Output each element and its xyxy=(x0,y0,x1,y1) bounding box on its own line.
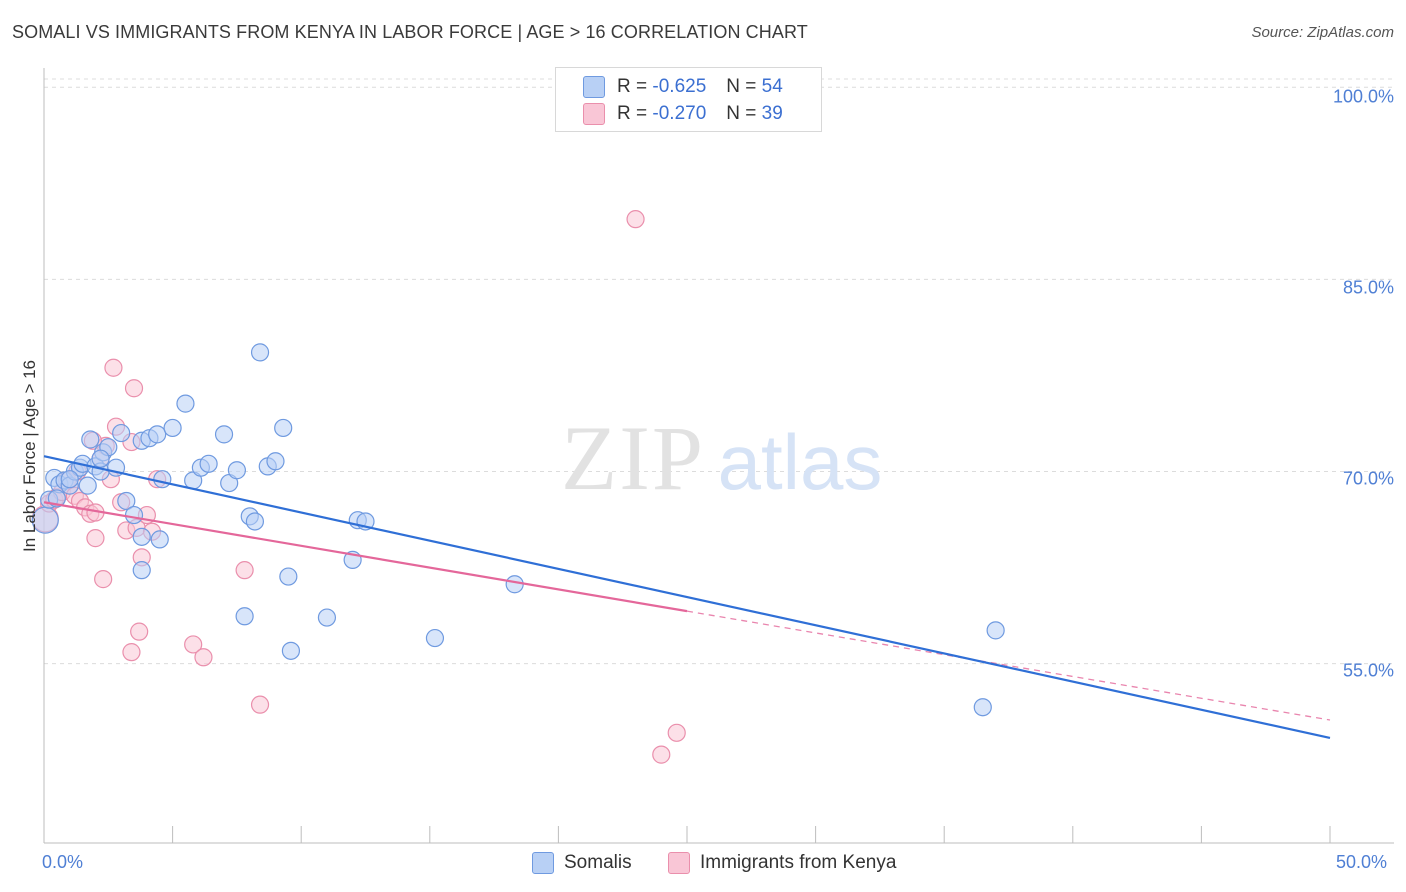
somali-point xyxy=(281,641,301,660)
watermark-zip: ZIP xyxy=(561,407,705,509)
somali-point xyxy=(235,607,254,626)
correlation-legend: R = -0.625 N = 54 R = -0.270 N = 39 xyxy=(555,67,822,132)
watermark-atlas: atlas xyxy=(718,418,883,506)
legend-swatch-kenya xyxy=(583,103,605,125)
axes xyxy=(43,68,1394,844)
somali-point xyxy=(132,561,151,580)
bottom-legend-label: Somalis xyxy=(564,852,632,873)
watermark: ZIP atlas xyxy=(561,407,882,509)
somali-point xyxy=(425,628,445,648)
kenya-point xyxy=(104,358,123,377)
kenya-point xyxy=(124,379,144,398)
somali-point xyxy=(317,608,337,627)
kenya-point xyxy=(184,635,203,654)
bottom-legend-label: Immigrants from Kenya xyxy=(700,852,897,873)
somali-point xyxy=(199,454,218,473)
x-tick-label: 0.0% xyxy=(42,852,84,872)
somali-point xyxy=(153,470,172,489)
kenya-point xyxy=(667,723,686,742)
somali-point xyxy=(124,505,144,525)
somali-point xyxy=(245,512,265,531)
legend-row-somalis: R = -0.625 N = 54 xyxy=(556,74,783,100)
somali-point xyxy=(973,698,992,717)
legend-r-value: -0.270 xyxy=(652,103,707,124)
kenya-point xyxy=(122,643,141,662)
y-axis-label: In Labor Force | Age > 16 xyxy=(20,359,39,553)
kenya-point xyxy=(235,561,254,580)
kenya-point xyxy=(86,529,105,548)
legend-row-kenya: R = -0.270 N = 39 xyxy=(556,101,783,127)
source-label: Source: ZipAtlas.com xyxy=(1251,24,1394,41)
somali-point xyxy=(132,527,151,546)
bottom-legend-somalis: Somalis xyxy=(532,852,632,874)
somali-point xyxy=(112,423,131,443)
bottom-legend-kenya: Immigrants from Kenya xyxy=(668,852,896,874)
kenya-point xyxy=(652,745,671,764)
somali-point xyxy=(148,425,167,444)
somali-point xyxy=(505,575,524,594)
somali-point xyxy=(214,425,234,444)
somali-point xyxy=(250,343,270,362)
chart-title: SOMALI VS IMMIGRANTS FROM KENYA IN LABOR… xyxy=(12,22,808,42)
legend-swatch-somalis xyxy=(583,76,605,98)
somali-point xyxy=(176,394,195,413)
somali-point xyxy=(150,530,169,549)
somali-trend-line xyxy=(43,455,1331,740)
legend-n-label: N = xyxy=(726,103,757,124)
trend-lines xyxy=(43,455,1331,740)
legend-swatch-somalis xyxy=(532,852,554,874)
legend-r-value: -0.625 xyxy=(652,76,707,97)
legend-swatch-kenya xyxy=(668,852,690,874)
legend-n-value: 39 xyxy=(761,103,783,124)
kenya-trend-line-extension xyxy=(686,610,1331,721)
kenya-point xyxy=(626,210,645,229)
somali-point xyxy=(78,476,97,495)
somali-point xyxy=(279,567,298,586)
kenya-trend-line xyxy=(43,501,688,613)
somali-point xyxy=(91,449,110,468)
somali-point xyxy=(266,452,285,471)
somali-point xyxy=(163,418,182,438)
somali-point xyxy=(81,430,100,449)
y-tick-label: 100.0% xyxy=(1332,86,1394,107)
legend-r-label: R = xyxy=(617,103,648,124)
somali-point xyxy=(60,470,79,489)
x-tick-label: 50.0% xyxy=(1336,852,1388,872)
kenya-point xyxy=(250,695,270,714)
kenya-point xyxy=(194,648,213,667)
legend-r-label: R = xyxy=(617,76,648,97)
y-tick-label: 70.0% xyxy=(1342,468,1394,489)
kenya-point xyxy=(130,622,149,641)
y-tick-label: 55.0% xyxy=(1342,660,1394,681)
y-tick-label: 85.0% xyxy=(1342,277,1394,298)
somali-point xyxy=(227,461,246,480)
kenya-point xyxy=(94,570,113,589)
legend-n-value: 54 xyxy=(761,76,783,97)
somali-point xyxy=(986,621,1005,640)
legend-n-label: N = xyxy=(726,76,757,97)
somali-point xyxy=(117,491,136,511)
series-somali-points xyxy=(31,343,1005,717)
somali-point xyxy=(274,418,293,438)
